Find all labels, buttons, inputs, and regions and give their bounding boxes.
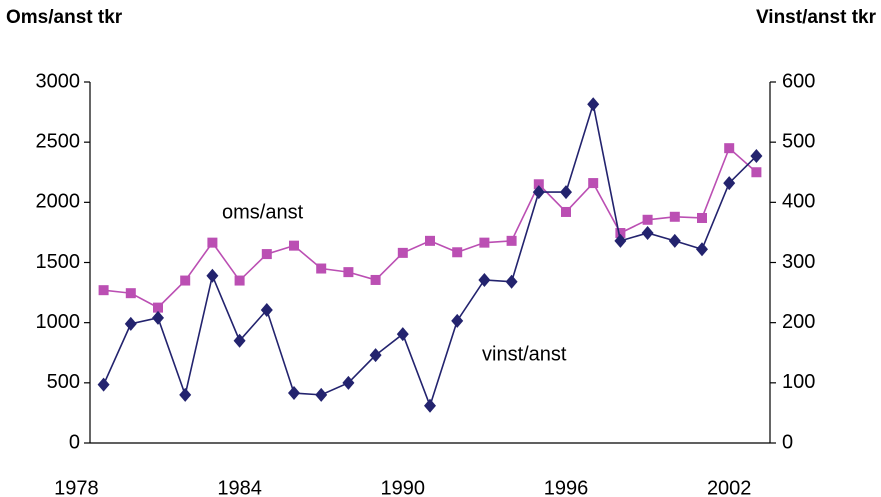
marker <box>397 247 408 258</box>
y2-axis-title: Vinst/anst tkr <box>756 7 877 28</box>
y-tick-label: 3000 <box>36 70 81 92</box>
marker <box>723 176 736 191</box>
marker <box>750 149 763 164</box>
series-annotation: vinst/anst <box>482 343 567 365</box>
marker <box>97 377 110 392</box>
y-tick-label: 0 <box>69 431 80 453</box>
marker <box>479 237 490 248</box>
marker <box>451 313 464 328</box>
marker <box>125 288 136 299</box>
y2-tick-label: 100 <box>782 371 815 393</box>
x-tick-label: 1990 <box>381 477 426 497</box>
x-tick-label: 1978 <box>54 477 99 497</box>
marker <box>615 228 626 239</box>
marker <box>560 185 572 200</box>
series-annotation: oms/anst <box>222 201 304 223</box>
marker <box>261 249 272 260</box>
marker <box>315 387 328 402</box>
marker <box>587 97 600 112</box>
marker <box>288 386 300 401</box>
marker <box>206 268 219 283</box>
marker <box>424 398 436 413</box>
marker <box>179 387 192 402</box>
y2-tick-label: 400 <box>782 191 815 213</box>
marker <box>153 302 163 313</box>
marker <box>124 316 137 331</box>
marker <box>697 212 707 223</box>
marker <box>260 303 273 318</box>
marker <box>478 272 491 287</box>
marker <box>452 247 463 258</box>
marker <box>98 285 109 296</box>
x-tick-label: 1996 <box>544 477 589 497</box>
marker <box>425 235 435 246</box>
marker <box>233 333 246 348</box>
y2-tick-label: 600 <box>782 70 815 92</box>
marker <box>506 235 517 246</box>
y2-tick-label: 500 <box>782 130 815 152</box>
marker <box>343 267 354 278</box>
marker <box>751 167 762 178</box>
marker <box>505 274 518 289</box>
marker <box>180 275 191 286</box>
marker <box>369 348 382 363</box>
marker <box>289 240 299 251</box>
marker <box>532 185 545 200</box>
marker <box>614 233 627 248</box>
y-tick-label: 1500 <box>36 251 81 273</box>
y-axis-title: Oms/anst tkr <box>6 7 123 28</box>
y-tick-label: 2500 <box>36 130 81 152</box>
marker <box>668 233 681 248</box>
y-tick-label: 1000 <box>36 311 81 333</box>
marker <box>207 237 218 248</box>
marker <box>316 263 327 274</box>
y2-tick-label: 300 <box>782 251 815 273</box>
marker <box>641 226 654 241</box>
marker <box>669 211 680 222</box>
marker <box>533 179 544 190</box>
marker <box>396 327 409 342</box>
y2-tick-label: 200 <box>782 311 815 333</box>
y2-tick-label: 0 <box>782 431 793 453</box>
series-line <box>103 146 757 309</box>
marker <box>561 206 571 217</box>
marker <box>696 242 708 257</box>
marker <box>724 143 735 154</box>
marker <box>642 214 653 225</box>
marker <box>342 375 355 390</box>
x-tick-label: 1984 <box>217 477 262 497</box>
marker <box>588 178 599 189</box>
marker <box>234 275 245 286</box>
series-line <box>102 104 757 409</box>
y-tick-label: 500 <box>47 371 80 393</box>
marker <box>370 274 381 285</box>
y-tick-label: 2000 <box>36 191 81 213</box>
marker <box>152 310 164 325</box>
x-tick-label: 2002 <box>707 477 752 497</box>
